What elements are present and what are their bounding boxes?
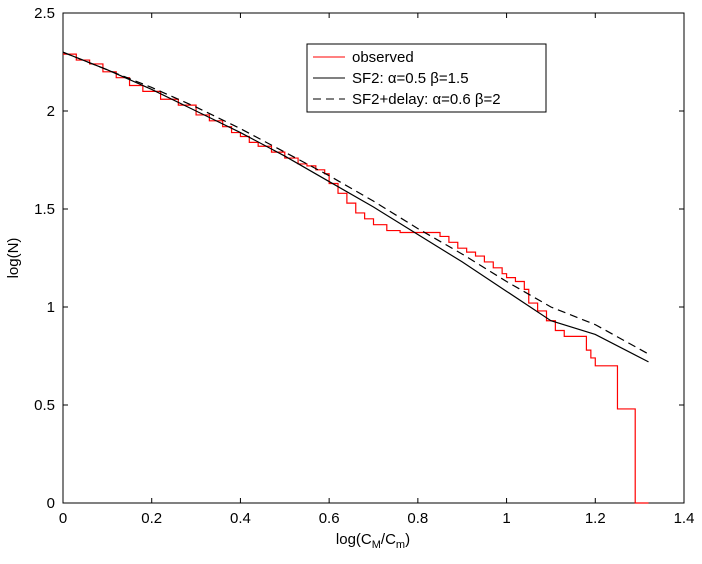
y-tick-label: 2 (47, 103, 55, 120)
series-line-sf2 (62, 51, 649, 363)
legend-label-sf2: SF2: α=0.5 β=1.5 (352, 70, 469, 87)
y-tick-label: 0.5 (34, 397, 55, 414)
legend-label-observed: observed (352, 49, 414, 66)
legend-box (306, 43, 547, 113)
y-tick-label: 0 (47, 495, 55, 512)
x-tick-label: 1.4 (674, 510, 695, 527)
legend-label-sf2-delay: SF2+delay: α=0.6 β=2 (352, 91, 501, 108)
y-tick-label: 1 (47, 299, 55, 316)
y-tick-label: 1.5 (34, 201, 55, 218)
x-tick-label: 1.2 (585, 510, 606, 527)
y-axis-label: log(N) (5, 238, 22, 279)
series-group (62, 51, 649, 504)
y-tick-label: 2.5 (34, 5, 55, 22)
x-tick-label: 1 (502, 510, 510, 527)
x-axis-label: log(CM/Cm) (336, 531, 410, 551)
x-tick-label: 0 (59, 510, 67, 527)
series-line-sf2-delay (62, 51, 649, 355)
legend: observed SF2: α=0.5 β=1.5 SF2+delay: α=0… (306, 43, 547, 113)
x-tick-label: 0.2 (141, 510, 162, 527)
x-tick-label: 0.4 (230, 510, 251, 527)
x-tick-label: 0.8 (407, 510, 428, 527)
axis-ticks: 0 0.2 0.4 0.6 0.8 1 1.2 1.4 0 0.5 1 1.5 2 2.5 (34, 5, 694, 527)
x-tick-label: 0.6 (319, 510, 340, 527)
